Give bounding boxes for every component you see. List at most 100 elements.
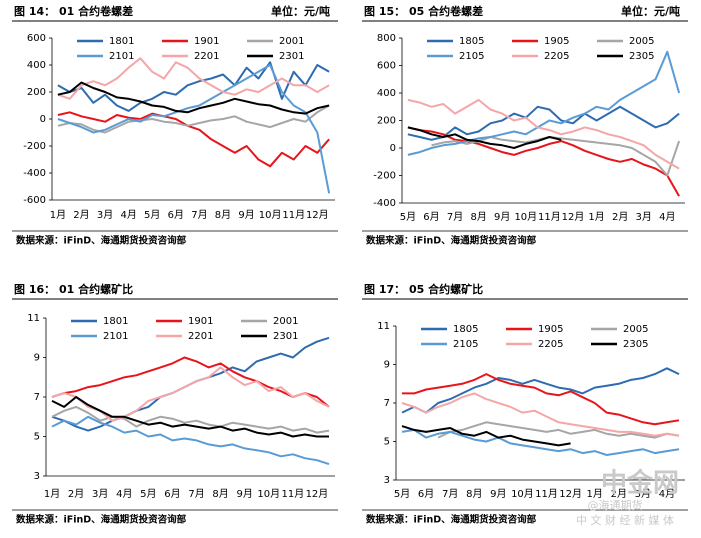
y-tick-label: 5	[384, 437, 390, 448]
x-tick-label: 5月	[400, 211, 416, 223]
series-line	[51, 356, 330, 408]
x-tick-label: 4月	[116, 488, 132, 500]
x-tick-label: 8月	[466, 488, 482, 500]
y-tick-label: -600	[23, 195, 46, 206]
x-tick-label: 1月	[50, 209, 66, 221]
unit-label: 单位：元/吨	[621, 4, 680, 18]
x-tick-label: 7月	[442, 488, 458, 500]
legend-label: 2301	[279, 51, 304, 62]
y-tick-label: 0	[40, 114, 46, 125]
legend-label: 2005	[629, 36, 654, 47]
series-line	[57, 104, 330, 134]
x-tick-label: 8月	[215, 209, 231, 221]
legend-label: 2001	[273, 316, 298, 327]
series-line	[57, 57, 330, 100]
x-tick-label: 6月	[164, 488, 180, 500]
x-tick-label: 3月	[636, 211, 652, 223]
series-line	[401, 367, 680, 414]
legend-label: 2105	[459, 51, 484, 62]
series-line	[401, 428, 680, 456]
series-line	[407, 126, 562, 149]
x-tick-label: 4月	[659, 488, 675, 500]
x-tick-label: 8月	[470, 211, 486, 223]
legend-label: 1905	[544, 36, 569, 47]
y-tick-label: 9	[34, 353, 40, 364]
x-tick-label: 8月	[212, 488, 228, 500]
x-tick-label: 9月	[490, 488, 506, 500]
source-note: 数据来源：iFinD、海通期货投资咨询部	[15, 514, 187, 526]
legend-label: 1801	[103, 316, 128, 327]
series-line	[407, 105, 680, 141]
x-tick-label: 10月	[259, 209, 282, 221]
x-tick-label: 2月	[73, 209, 89, 221]
legend-label: 2105	[453, 339, 478, 350]
chart-title: 图 17： 05 合约螺矿比	[364, 282, 483, 296]
y-tick-label: 600	[27, 33, 46, 44]
x-tick-label: 12月	[306, 488, 329, 500]
legend-label: 2001	[279, 36, 304, 47]
y-tick-label: 7	[34, 392, 40, 403]
y-tick-label: -200	[23, 141, 46, 152]
x-tick-label: 7月	[447, 211, 463, 223]
series-line	[402, 373, 680, 426]
legend-label: 1901	[188, 316, 213, 327]
x-tick-label: 5月	[140, 488, 156, 500]
y-tick-label: 400	[377, 88, 396, 99]
chart-title: 图 16： 01 合约螺矿比	[14, 282, 133, 296]
x-tick-label: 2月	[68, 488, 84, 500]
legend-label: 1801	[109, 36, 134, 47]
chart-title: 图 15： 05 合约卷螺差	[364, 4, 483, 18]
legend-label: 2005	[623, 324, 648, 335]
x-tick-label: 7月	[191, 209, 207, 221]
y-tick-label: 7	[384, 398, 390, 409]
x-tick-label: 4月	[659, 211, 675, 223]
x-tick-label: 3月	[635, 488, 651, 500]
series-line	[437, 421, 680, 439]
y-tick-label: 600	[377, 61, 396, 72]
y-tick-label: 200	[27, 87, 46, 98]
x-tick-label: 12月	[559, 488, 582, 500]
x-tick-label: 5月	[144, 209, 160, 221]
x-tick-label: 2月	[611, 488, 627, 500]
y-tick-label: 11	[377, 321, 390, 332]
watermark-account: @海通期货	[588, 498, 643, 512]
legend-label: 2205	[544, 51, 569, 62]
x-tick-label: 9月	[238, 209, 254, 221]
x-tick-label: 1月	[587, 488, 603, 500]
x-tick-label: 11月	[535, 488, 558, 500]
x-tick-label: 10月	[257, 488, 280, 500]
series-line	[57, 61, 330, 112]
unit-label: 单位：元/吨	[271, 4, 330, 18]
y-tick-label: 11	[27, 313, 40, 324]
legend-label: 1805	[453, 324, 478, 335]
legend-label: 2301	[273, 331, 298, 342]
y-tick-label: 3	[34, 471, 40, 482]
legend-label: 2305	[623, 339, 648, 350]
y-tick-label: 400	[27, 60, 46, 71]
y-tick-label: -200	[373, 171, 396, 182]
y-tick-label: -400	[373, 198, 396, 209]
x-tick-label: 1月	[588, 211, 604, 223]
y-tick-label: 5	[34, 432, 40, 443]
series-line	[407, 50, 681, 156]
series-line	[57, 111, 330, 168]
legend-label: 2101	[103, 331, 128, 342]
series-line	[401, 392, 680, 437]
y-tick-label: 0	[390, 143, 396, 154]
y-tick-label: 9	[384, 360, 390, 371]
x-tick-label: 4月	[120, 209, 136, 221]
x-tick-label: 12月	[562, 211, 585, 223]
watermark-tagline: 中 文 财 经 新 媒 体	[576, 513, 674, 527]
series-line	[51, 405, 330, 434]
x-tick-label: 1月	[44, 488, 60, 500]
x-tick-label: 9月	[237, 488, 253, 500]
series-line	[407, 126, 680, 197]
legend-label: 2205	[538, 339, 563, 350]
x-tick-label: 7月	[188, 488, 204, 500]
legend-label: 2201	[194, 51, 219, 62]
x-tick-label: 3月	[92, 488, 108, 500]
series-line	[407, 98, 680, 170]
series-line	[51, 415, 330, 466]
legend-label: 1901	[194, 36, 219, 47]
